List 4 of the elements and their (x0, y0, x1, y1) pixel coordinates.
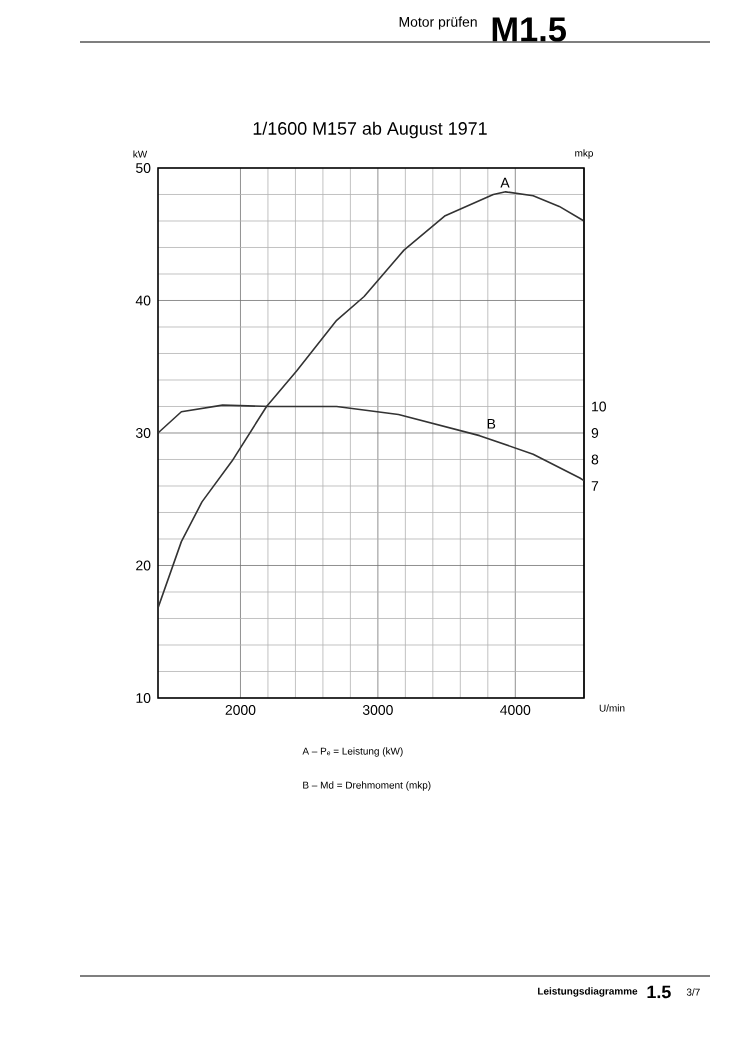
text: M1.5 (492, 17, 566, 42)
text: 1.5 (647, 985, 671, 999)
chart-title: 1/1600 M157 ab August 1971 (253, 121, 487, 139)
line-series (158, 191, 584, 609)
